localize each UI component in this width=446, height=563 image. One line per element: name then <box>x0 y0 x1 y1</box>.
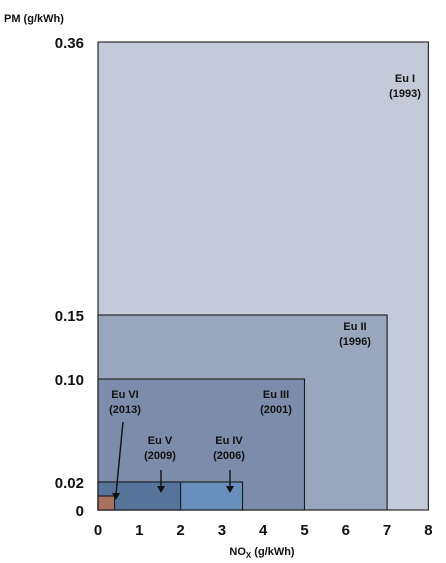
y-tick-label: 0.15 <box>55 308 84 325</box>
stage-rect-eu-vi <box>97 495 116 511</box>
y-tick-label: 0.36 <box>55 35 84 52</box>
x-tick-label: 1 <box>135 522 143 539</box>
x-tick-label: 0 <box>94 522 102 539</box>
stage-year-eu-i: (1993) <box>389 88 421 100</box>
stage-year-eu-iv: (2006) <box>213 450 245 462</box>
x-axis-title: NOX (g/kWh) <box>229 546 295 560</box>
x-tick-label: 8 <box>424 522 432 539</box>
stage-label-eu-iii: Eu III <box>263 389 289 401</box>
y-axis-title: PM (g/kWh) <box>4 13 64 25</box>
x-tick-label: 3 <box>218 522 226 539</box>
y-tick-label: 0.02 <box>55 475 84 492</box>
x-tick-label: 4 <box>259 522 268 539</box>
stage-label-eu-i: Eu I <box>395 73 415 85</box>
stage-arrows <box>112 421 234 500</box>
stage-year-eu-vi: (2013) <box>109 404 141 416</box>
x-tick-label: 5 <box>300 522 308 539</box>
y-tick-label: 0 <box>76 503 84 520</box>
stage-year-eu-ii: (1996) <box>339 336 371 348</box>
x-tick-label: 2 <box>176 522 184 539</box>
arrow-eu-v <box>157 470 165 493</box>
x-tick-label: 6 <box>342 522 350 539</box>
stage-year-eu-v: (2009) <box>144 450 176 462</box>
axes: PM (g/kWh) 0.36 0.15 0.10 0.02 00 1 2 3 4 5 6 7 8 NOX … <box>4 13 433 560</box>
stage-label-eu-iv: Eu IV <box>215 435 243 447</box>
arrow-eu-iv <box>226 470 234 493</box>
stage-rectangles <box>97 41 429 511</box>
arrow-eu-vi <box>112 421 124 500</box>
stage-labels: Eu I (1993) Eu II (1996) Eu III (2001) Eu IV (2… <box>109 73 421 462</box>
x-tick-label: 7 <box>383 522 391 539</box>
stage-label-eu-ii: Eu II <box>343 321 366 333</box>
stage-label-eu-vi: Eu VI <box>111 389 139 401</box>
stage-label-eu-v: Eu V <box>148 435 173 447</box>
stage-year-eu-iii: (2001) <box>260 404 292 416</box>
y-tick-label: 0.10 <box>55 372 84 389</box>
